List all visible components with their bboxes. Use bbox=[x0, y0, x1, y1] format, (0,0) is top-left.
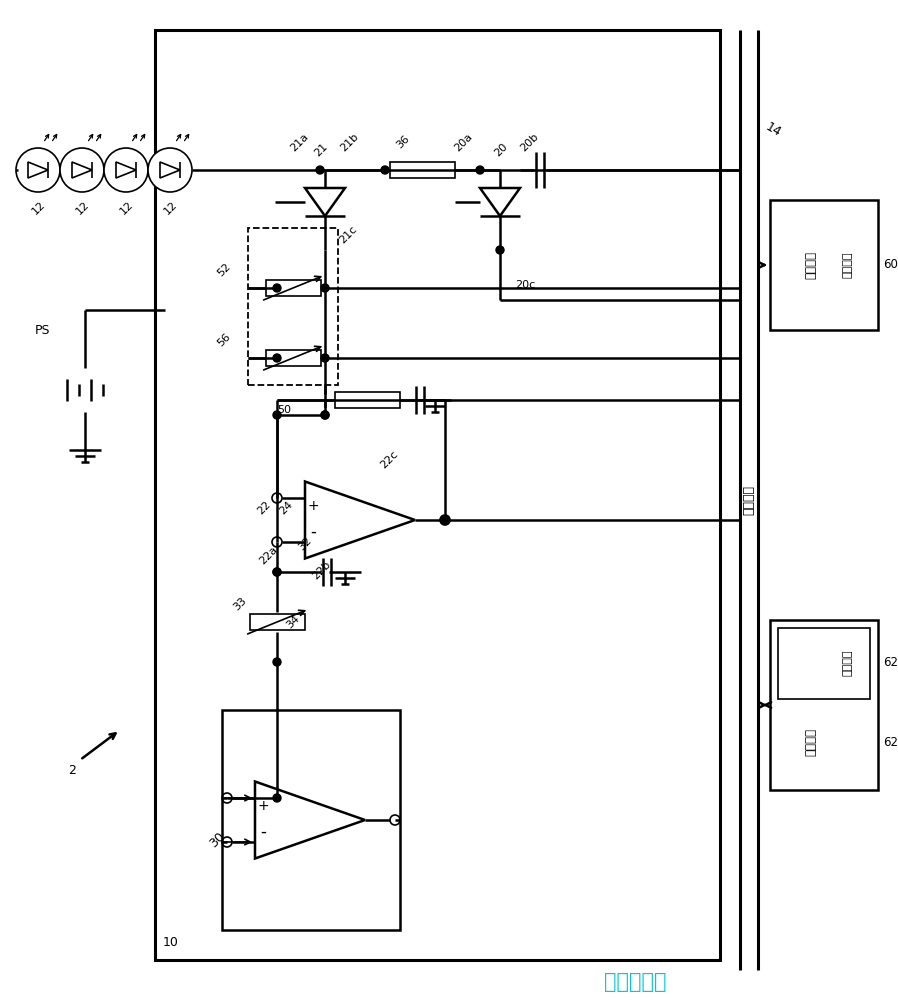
Circle shape bbox=[222, 837, 232, 847]
Circle shape bbox=[381, 166, 389, 174]
Circle shape bbox=[273, 658, 281, 666]
Text: 21c: 21c bbox=[337, 224, 358, 246]
Circle shape bbox=[390, 815, 400, 825]
Text: 自动秒链接: 自动秒链接 bbox=[603, 972, 666, 992]
Circle shape bbox=[104, 148, 148, 192]
Bar bbox=[222, 710, 400, 930]
Circle shape bbox=[440, 515, 450, 525]
Bar bbox=[335, 392, 400, 408]
Text: 12: 12 bbox=[118, 199, 135, 217]
Text: 24: 24 bbox=[277, 499, 295, 517]
Circle shape bbox=[273, 411, 281, 419]
Text: 30: 30 bbox=[207, 830, 227, 850]
Circle shape bbox=[148, 148, 192, 192]
Bar bbox=[390, 162, 455, 178]
Text: 34: 34 bbox=[285, 613, 302, 631]
Text: +: + bbox=[257, 799, 269, 813]
Bar bbox=[266, 350, 321, 366]
Text: 22a: 22a bbox=[257, 544, 279, 566]
Circle shape bbox=[496, 246, 504, 254]
Text: 处理信息: 处理信息 bbox=[842, 252, 853, 278]
Circle shape bbox=[272, 493, 282, 503]
Text: 20c: 20c bbox=[515, 280, 535, 290]
Text: 20a: 20a bbox=[452, 131, 474, 153]
Text: 32: 32 bbox=[297, 535, 314, 553]
Text: 22b: 22b bbox=[310, 559, 332, 581]
Circle shape bbox=[273, 794, 281, 802]
Text: 2: 2 bbox=[68, 764, 75, 776]
Text: PS: PS bbox=[35, 324, 50, 336]
Text: 10: 10 bbox=[163, 936, 179, 948]
Bar bbox=[266, 280, 321, 296]
Circle shape bbox=[272, 537, 282, 547]
Text: 60: 60 bbox=[883, 258, 898, 271]
Text: 21: 21 bbox=[312, 141, 329, 159]
Circle shape bbox=[16, 148, 60, 192]
Circle shape bbox=[273, 568, 281, 576]
Text: 21a: 21a bbox=[288, 131, 310, 153]
Text: 存储单元: 存储单元 bbox=[805, 728, 817, 756]
Circle shape bbox=[222, 793, 232, 803]
Bar bbox=[250, 614, 305, 630]
Circle shape bbox=[476, 166, 484, 174]
Text: 12: 12 bbox=[74, 199, 91, 217]
Text: 关联信息: 关联信息 bbox=[842, 649, 853, 676]
Circle shape bbox=[321, 411, 329, 419]
Circle shape bbox=[321, 284, 329, 292]
Text: 20b: 20b bbox=[518, 131, 540, 153]
Text: 14: 14 bbox=[763, 120, 783, 140]
Circle shape bbox=[273, 284, 281, 292]
Text: -: - bbox=[310, 523, 316, 541]
Circle shape bbox=[273, 568, 281, 576]
Text: 36: 36 bbox=[395, 134, 412, 150]
Circle shape bbox=[441, 516, 449, 524]
Text: 12: 12 bbox=[162, 199, 179, 217]
Text: 20: 20 bbox=[492, 141, 509, 159]
Text: 62a: 62a bbox=[883, 656, 898, 669]
Text: 21b: 21b bbox=[338, 131, 360, 153]
Circle shape bbox=[321, 354, 329, 362]
Bar bbox=[248, 228, 338, 385]
Circle shape bbox=[273, 354, 281, 362]
Text: 52: 52 bbox=[216, 261, 233, 279]
Text: 50: 50 bbox=[277, 405, 291, 415]
Bar bbox=[778, 628, 870, 699]
Text: 控制单元: 控制单元 bbox=[743, 485, 755, 515]
Text: +: + bbox=[307, 499, 319, 513]
Bar bbox=[770, 200, 878, 330]
Text: 56: 56 bbox=[216, 332, 233, 348]
Text: 22: 22 bbox=[255, 499, 272, 517]
Text: 62: 62 bbox=[883, 736, 898, 749]
Bar bbox=[770, 620, 878, 790]
Text: 33: 33 bbox=[232, 596, 249, 612]
Text: 12: 12 bbox=[30, 199, 47, 217]
Circle shape bbox=[316, 166, 324, 174]
Bar bbox=[155, 30, 720, 960]
Circle shape bbox=[60, 148, 104, 192]
Text: -: - bbox=[260, 823, 266, 841]
Text: 操作单元: 操作单元 bbox=[805, 251, 817, 279]
Text: 22c: 22c bbox=[378, 449, 400, 471]
Circle shape bbox=[321, 411, 329, 419]
